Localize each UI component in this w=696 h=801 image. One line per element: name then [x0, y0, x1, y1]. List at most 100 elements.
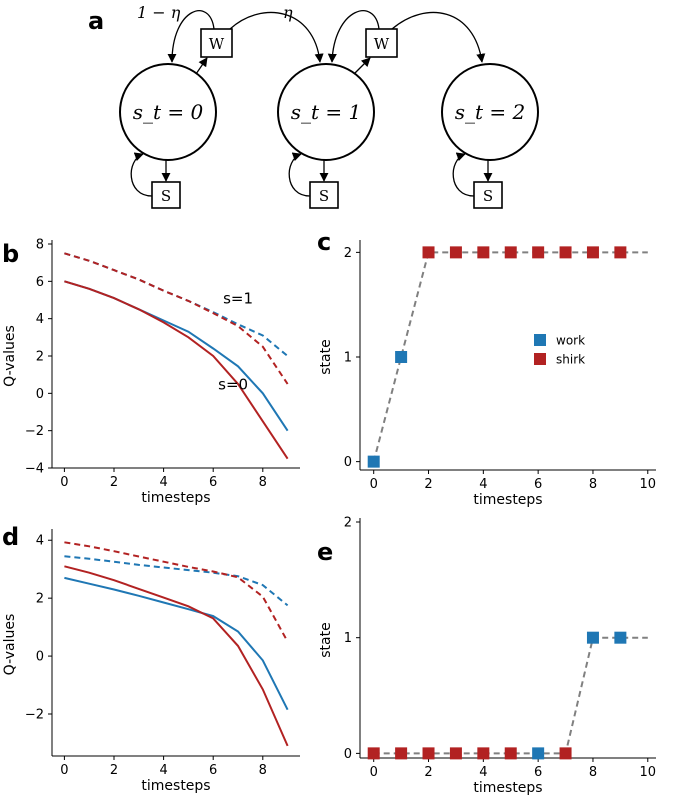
- shirk-box-2-label: S: [483, 187, 493, 205]
- state-label-1: s_t = 1: [291, 100, 362, 124]
- x-tick-label: 8: [589, 765, 597, 780]
- action-marker-shirk: [422, 747, 435, 760]
- panel-letter-b: b: [2, 240, 19, 268]
- action-marker-shirk: [559, 246, 572, 259]
- y-tick-label: 1: [344, 351, 352, 366]
- y-axis-label: Q-values: [2, 325, 18, 387]
- x-tick-label: 2: [110, 475, 118, 490]
- y-tick-label: −2: [25, 708, 44, 723]
- x-tick-label: 0: [60, 763, 68, 778]
- y-tick-label: 4: [36, 534, 44, 549]
- y-tick-label: 1: [344, 631, 352, 646]
- action-marker-work: [586, 631, 599, 644]
- action-marker-shirk: [367, 747, 380, 760]
- action-marker-shirk: [477, 747, 490, 760]
- y-tick-label: 0: [344, 747, 352, 762]
- state-path-line: [373, 636, 648, 755]
- series-line-work-solid: [64, 576, 289, 711]
- x-axis-label: timesteps: [473, 780, 542, 796]
- legend-label-shirk: shirk: [556, 353, 585, 367]
- series-line-shirk-dashed: [64, 252, 289, 385]
- x-tick-label: 6: [209, 475, 217, 490]
- series-line-shirk-solid: [64, 280, 289, 460]
- work-box-0-label: W: [209, 35, 225, 53]
- work-box-0: [200, 28, 233, 58]
- shirk-box-0: [151, 181, 181, 209]
- x-tick-label: 2: [110, 763, 118, 778]
- x-tick-label: 4: [159, 763, 167, 778]
- edge-work1-stay: [327, 10, 380, 63]
- x-tick-label: 10: [640, 765, 657, 780]
- x-tick-label: 10: [640, 477, 657, 492]
- y-axis-label: state: [318, 622, 334, 657]
- action-marker-shirk: [504, 747, 517, 760]
- y-tick-label: −2: [25, 424, 44, 439]
- panel-letter-e: e: [317, 538, 333, 566]
- action-marker-shirk: [477, 246, 490, 259]
- panel-letter-d: d: [2, 523, 19, 551]
- panel-b-chart: b 0 2 4 6 8 −4 −2 0 2 4 6 8 timesteps Q-values s=1 s=0: [2, 238, 300, 506]
- edge-shirk2-loop: [452, 152, 475, 197]
- action-marker-work: [395, 351, 408, 363]
- action-marker-shirk: [559, 747, 572, 760]
- edge-shirk0-loop: [130, 152, 153, 197]
- x-tick-label: 2: [424, 765, 432, 780]
- x-tick-label: 8: [259, 763, 267, 778]
- series-line-work-dashed: [64, 555, 289, 607]
- action-marker-shirk: [504, 246, 517, 259]
- series-line-work-dashed: [64, 252, 289, 357]
- y-tick-label: −4: [25, 462, 44, 477]
- x-tick-label: 4: [479, 765, 487, 780]
- x-tick-label: 0: [370, 477, 378, 492]
- action-marker-work: [614, 631, 627, 644]
- panel-c-chart: c 0 2 4 6 8 10 0 1 2 timesteps state work shirk: [317, 228, 656, 508]
- x-tick-label: 0: [370, 765, 378, 780]
- action-marker-shirk: [586, 246, 599, 259]
- x-tick-label: 8: [259, 475, 267, 490]
- edge-shirk1-loop: [288, 152, 311, 197]
- legend-label-work: work: [556, 334, 585, 348]
- x-axis-label: timesteps: [141, 778, 210, 794]
- state-node-0: [119, 63, 217, 161]
- series-line-shirk-dashed: [64, 541, 289, 643]
- action-marker-shirk: [532, 246, 545, 259]
- state-node-1: [277, 63, 375, 161]
- y-axis-label: Q-values: [2, 614, 18, 676]
- x-tick-label: 2: [424, 477, 432, 492]
- shirk-box-2: [473, 181, 503, 209]
- y-tick-label: 4: [36, 312, 44, 327]
- shirk-box-0-label: S: [161, 187, 171, 205]
- annotation-label: s=1: [223, 290, 253, 308]
- x-axis-label: timesteps: [141, 490, 210, 506]
- y-tick-label: 2: [344, 246, 352, 261]
- y-tick-label: 0: [344, 455, 352, 470]
- edge-work0-advance: [229, 11, 324, 63]
- state-node-2: [441, 63, 539, 161]
- y-tick-label: 0: [36, 387, 44, 402]
- y-tick-label: 2: [344, 516, 352, 531]
- work-box-1: [365, 28, 398, 58]
- action-marker-shirk: [449, 747, 462, 760]
- y-tick-label: 8: [36, 238, 44, 253]
- action-marker-shirk: [395, 747, 408, 760]
- panel-e-chart: e 0 2 4 6 8 10 0 1 2 timesteps state: [317, 516, 656, 797]
- edge-state1-to-work: [353, 57, 371, 75]
- series-line-shirk-solid: [64, 565, 289, 747]
- edge-work0-stay: [167, 10, 215, 63]
- legend-swatch-work: [534, 334, 546, 346]
- legend-swatch-shirk: [534, 353, 546, 365]
- panel-letter-a: a: [88, 7, 104, 35]
- y-axis-label: state: [318, 339, 334, 374]
- panel-letter-c: c: [317, 228, 331, 256]
- work-box-1-label: W: [374, 35, 390, 53]
- edge-state0-to-work: [195, 57, 208, 75]
- x-tick-label: 6: [209, 763, 217, 778]
- y-tick-label: 0: [36, 650, 44, 665]
- x-tick-label: 8: [589, 477, 597, 492]
- state-path-line: [372, 251, 648, 462]
- x-tick-label: 0: [60, 475, 68, 490]
- annotation-label: s=0: [218, 376, 248, 394]
- x-axis-label: timesteps: [473, 492, 542, 508]
